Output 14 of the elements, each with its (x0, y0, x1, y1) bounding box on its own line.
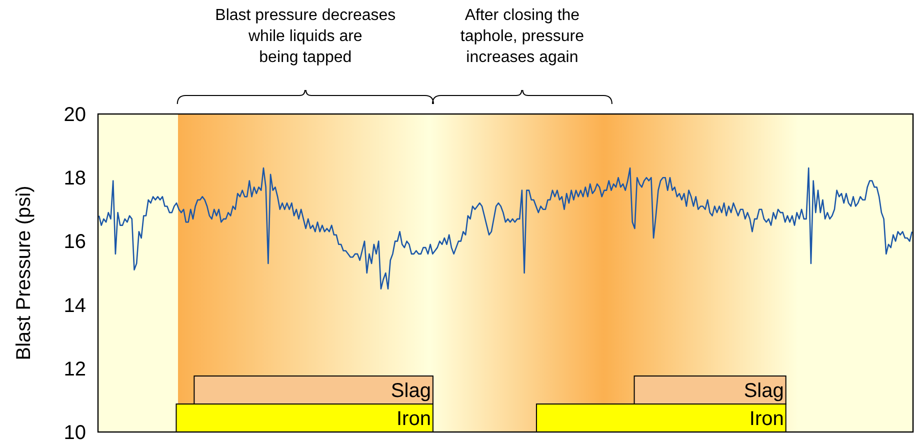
annotation: Iron (396, 408, 431, 430)
annotation: Slag (390, 380, 431, 402)
line-series (98, 167, 913, 290)
annotation: Iron (749, 408, 784, 430)
y-tick-label: 12 (64, 358, 86, 380)
y-tick-label: 18 (64, 168, 86, 190)
y-axis-title: Blast Pressure (psi) (13, 186, 35, 360)
annotation: Slag (744, 380, 784, 402)
y-tick-label: 16 (64, 231, 86, 254)
y-tick-label: 10 (64, 422, 86, 444)
text: After closing the taphole, pressure increases again (460, 7, 584, 66)
y-tick-label: 14 (64, 294, 86, 317)
text: Blast pressure decreases while liquids are being tapped (215, 7, 396, 66)
y-tick-label: 20 (64, 104, 86, 126)
